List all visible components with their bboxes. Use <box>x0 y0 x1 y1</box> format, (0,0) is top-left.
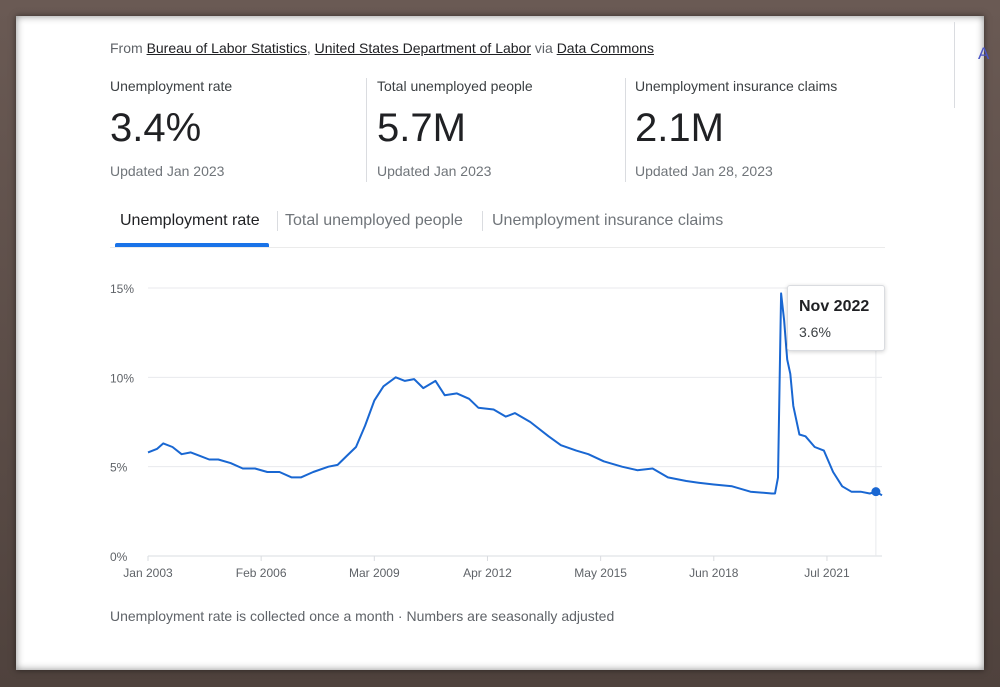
tab-insurance-claims[interactable]: Unemployment insurance claims <box>492 212 724 229</box>
source-prefix: From <box>110 40 147 56</box>
tooltip-date: Nov 2022 <box>799 298 870 315</box>
x-tick-label: Apr 2012 <box>463 566 512 580</box>
unemployment-line-chart[interactable]: 0% 5% 10% 15% Jan 2003 Feb 2006 Mar 2009 Apr 20… <box>100 270 895 590</box>
stat-label: Total unemployed people <box>377 78 533 94</box>
stat-insurance-claims: Unemployment insurance claims 2.1M Updat… <box>635 78 880 182</box>
side-panel-text[interactable]: A <box>978 44 990 63</box>
tab-separator <box>482 211 483 231</box>
stat-divider <box>625 78 626 182</box>
x-tick-label: Feb 2006 <box>236 566 287 580</box>
y-tick-label: 0% <box>110 550 128 564</box>
y-tick-label: 15% <box>110 282 134 296</box>
stat-updated: Updated Jan 2023 <box>377 163 492 179</box>
x-tick-label: Mar 2009 <box>349 566 400 580</box>
tab-separator <box>277 211 278 231</box>
stat-total-unemployed: Total unemployed people 5.7M Updated Jan… <box>377 78 622 182</box>
x-tick-label: Jun 2018 <box>689 566 739 580</box>
x-tick-label: Jul 2021 <box>804 566 850 580</box>
tabs-rule <box>110 247 885 248</box>
source-link-bls[interactable]: Bureau of Labor Statistics <box>146 40 307 56</box>
series-line <box>147 292 883 497</box>
source-link-data-commons[interactable]: Data Commons <box>556 40 654 56</box>
chart-tooltip: Nov 2022 3.6% <box>787 285 885 351</box>
stat-value: 5.7M <box>377 106 466 150</box>
tooltip-value: 3.6% <box>799 324 831 340</box>
source-via: via <box>531 40 557 56</box>
tab-unemployment-rate[interactable]: Unemployment rate <box>120 212 260 229</box>
source-comma: , <box>306 40 315 56</box>
stat-updated: Updated Jan 28, 2023 <box>635 163 773 179</box>
highlight-point <box>871 487 881 497</box>
x-tick-label: May 2015 <box>574 566 627 580</box>
y-tick-label: 10% <box>110 371 134 385</box>
x-tick-label: Jan 2003 <box>123 566 173 580</box>
stat-label: Unemployment insurance claims <box>635 78 838 94</box>
stat-label: Unemployment rate <box>110 78 233 94</box>
active-tab-indicator <box>115 243 269 247</box>
tab-total-unemployed[interactable]: Total unemployed people <box>285 212 463 229</box>
source-attribution: From Bureau of Labor Statistics, United … <box>110 40 654 56</box>
side-panel-divider <box>954 22 955 108</box>
stat-updated: Updated Jan 2023 <box>110 163 225 179</box>
stat-value: 3.4% <box>110 106 202 150</box>
y-tick-label: 5% <box>110 461 128 475</box>
stat-value: 2.1M <box>635 106 724 150</box>
source-link-dol[interactable]: United States Department of Labor <box>314 40 531 56</box>
stat-divider <box>366 78 367 182</box>
chart-footnote: Unemployment rate is collected once a mo… <box>110 608 615 624</box>
stat-unemployment-rate: Unemployment rate 3.4% Updated Jan 2023 <box>110 78 360 182</box>
